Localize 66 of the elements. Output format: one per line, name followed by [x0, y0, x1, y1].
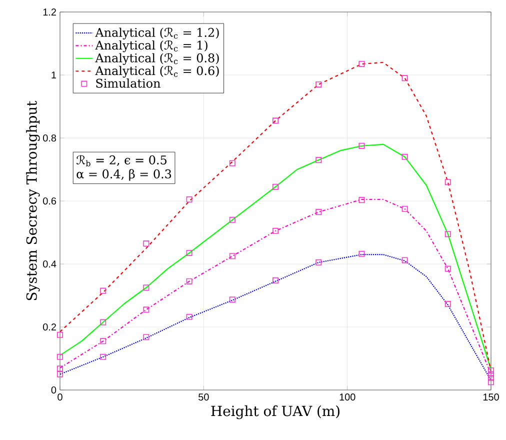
point: [229, 160, 236, 166]
point: [358, 197, 365, 204]
y-tick-label: 0.8: [43, 134, 56, 142]
x-tick-label: 150: [483, 394, 499, 401]
point: [186, 278, 192, 284]
y-tick-label: 0: [51, 386, 56, 394]
point: [444, 301, 451, 307]
point: [57, 354, 63, 360]
point: [358, 142, 365, 149]
point: [57, 371, 63, 378]
point: [100, 319, 106, 326]
point: [402, 257, 408, 264]
point: [488, 379, 494, 386]
point: [358, 250, 365, 257]
legend-label: Analytical (ℛ$_{c}$ = 1.2): [95, 28, 219, 40]
legend-label: Analytical (ℛ$_{c}$ = 1): [95, 40, 208, 52]
point: [316, 259, 322, 266]
x-tick-label: 100: [340, 394, 356, 401]
point: [444, 266, 451, 272]
point: [272, 184, 278, 190]
legend-label: Simulation: [96, 78, 160, 88]
line-series: [60, 254, 492, 382]
y-tick-label: 1: [52, 72, 56, 78]
legend-label: Analytical (ℛ$_{c}$ = 0.8): [95, 53, 219, 65]
point: [186, 250, 192, 256]
x-tick-label: 50: [198, 394, 209, 401]
x-axis-title: Height of UAV (m): [211, 405, 340, 420]
point: [143, 284, 150, 291]
point: [402, 75, 408, 82]
point: [358, 60, 365, 67]
point: [272, 228, 278, 234]
point: [402, 154, 408, 160]
point: [488, 375, 494, 382]
y-axis-title: System Secrecy Throughput: [26, 100, 40, 300]
point: [316, 209, 322, 216]
point: [143, 334, 150, 340]
point: [488, 367, 494, 374]
point: [143, 240, 150, 247]
point: [316, 157, 322, 164]
y-tick-label: 1.2: [43, 8, 56, 16]
annotation: ℛ$_{b}$ = 2, ϵ = 0.5: [76, 155, 166, 166]
point: [100, 288, 106, 294]
point: [100, 354, 106, 360]
point: [57, 366, 63, 372]
point: [272, 118, 278, 124]
point: [488, 371, 494, 378]
point: [186, 196, 192, 202]
point: [229, 253, 236, 260]
annotation: α = 0.4, β = 0.3: [76, 169, 172, 181]
y-tick-label: 0.6: [43, 197, 56, 205]
point: [444, 231, 451, 238]
point: [100, 338, 106, 344]
y-tick-label: 0.2: [43, 323, 56, 331]
x-tick-label: 0: [58, 394, 62, 401]
y-tick-label: 0.4: [43, 260, 56, 268]
point: [316, 81, 322, 88]
point: [402, 206, 408, 212]
point: [229, 216, 236, 223]
point: [272, 277, 278, 284]
line-series: [60, 198, 492, 375]
point: [444, 179, 451, 186]
point: [229, 296, 236, 303]
point: [143, 306, 150, 313]
point: [57, 332, 63, 338]
legend-label: Analytical (ℛ$_{c}$ = 0.6): [95, 66, 219, 78]
point: [186, 314, 192, 320]
